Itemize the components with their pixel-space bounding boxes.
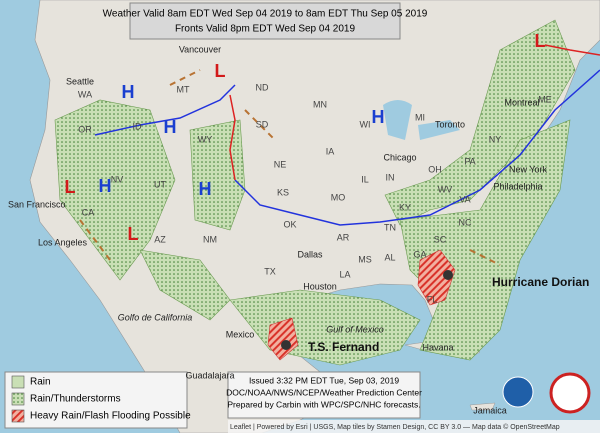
storm-label: Hurricane Dorian — [492, 275, 589, 289]
state-label: OH — [428, 164, 442, 174]
state-label: WY — [198, 134, 213, 144]
place-label: Vancouver — [179, 44, 221, 54]
storm-label: T.S. Fernand — [308, 340, 379, 354]
state-label: IL — [361, 174, 369, 184]
header-box — [129, 2, 401, 40]
legend-label: Rain/Thunderstorms — [30, 394, 121, 405]
place-label: Toronto — [435, 119, 465, 129]
place-label: Gulf of Mexico — [326, 324, 384, 334]
state-label: OK — [283, 219, 296, 229]
state-label: MI — [415, 112, 425, 122]
heavy-rain-area — [267, 317, 299, 361]
legend-label: Heavy Rain/Flash Flooding Possible — [30, 411, 191, 422]
issued-line: Prepared by Carbin with WPC/SPC/NHC fore… — [227, 399, 420, 409]
place-label: Golfo de California — [118, 312, 193, 322]
nws-logo — [549, 372, 591, 414]
state-label: AL — [384, 252, 395, 262]
state-label: PA — [464, 156, 475, 166]
issued-line: DOC/NOAA/NWS/NCEP/Weather Prediction Cen… — [226, 387, 422, 397]
cold-front — [94, 84, 236, 136]
hurricane-symbol — [281, 270, 453, 350]
noaa-logo — [502, 376, 534, 408]
header-line: Weather Valid 8am EDT Wed Sep 04 2019 to… — [103, 9, 428, 20]
place-label: Los Angeles — [38, 237, 88, 247]
state-label: ME — [538, 94, 552, 104]
state-label: LA — [339, 269, 350, 279]
state-label: SC — [434, 234, 447, 244]
state-label: NC — [459, 217, 472, 227]
attribution[interactable]: Leaflet | Powered by Esri | USGS, Map ti… — [230, 423, 560, 431]
state-label: MO — [331, 192, 346, 202]
high-pressure: H — [199, 179, 212, 199]
legend-box — [4, 371, 188, 429]
low-pressure: L — [535, 31, 546, 51]
great-lakes — [383, 100, 460, 140]
state-label: MT — [177, 84, 190, 94]
state-label: NV — [111, 174, 124, 184]
state-label: MS — [358, 254, 372, 264]
state-label: KS — [277, 187, 289, 197]
place-label: San Francisco — [8, 199, 66, 209]
legend-swatch — [11, 392, 25, 406]
state-label: MN — [313, 99, 327, 109]
legend-swatch — [11, 409, 25, 423]
state-label: KY — [399, 202, 411, 212]
place-label: Montreal — [504, 97, 539, 107]
state-label: GA — [413, 249, 426, 259]
place-label: Havana — [422, 342, 453, 352]
state-label: IA — [326, 146, 335, 156]
low-pressure: L — [215, 61, 226, 81]
state-label: NM — [203, 234, 217, 244]
state-label: TN — [384, 222, 396, 232]
header-line: Fronts Valid 8pm EDT Wed Sep 04 2019 — [175, 24, 356, 35]
state-label: VA — [459, 194, 470, 204]
warm-front — [229, 94, 236, 181]
high-pressure: H — [164, 117, 177, 137]
place-label: Seattle — [66, 76, 94, 86]
place-label: Dallas — [297, 249, 323, 259]
state-label: IN — [386, 172, 395, 182]
state-label: TX — [264, 266, 276, 276]
attribution-bar — [228, 420, 600, 433]
low-pressure: L — [65, 177, 76, 197]
state-label: SD — [256, 119, 269, 129]
cold-front — [234, 69, 600, 226]
state-label: ID — [133, 121, 143, 131]
state-label: WI — [360, 119, 371, 129]
state-label: AZ — [154, 234, 166, 244]
low-pressure: L — [128, 224, 139, 244]
issued-box — [227, 371, 421, 419]
state-label: FL — [427, 294, 438, 304]
state-label: WA — [78, 89, 92, 99]
place-label: Jamaica — [473, 405, 507, 415]
state-label: UT — [154, 179, 166, 189]
issued-line: Issued 3:32 PM EDT Tue, Sep 03, 2019 — [249, 375, 399, 385]
jamaica-land — [469, 402, 496, 411]
state-label: WV — [438, 184, 453, 194]
place-label: Houston — [303, 281, 337, 291]
high-pressure: H — [99, 176, 112, 196]
state-label: ND — [256, 82, 269, 92]
state-label: AR — [337, 232, 350, 242]
warm-front — [544, 44, 600, 56]
state-label: CA — [82, 207, 95, 217]
high-pressure: H — [372, 107, 385, 127]
place-label: New York — [509, 164, 548, 174]
troughs — [79, 69, 501, 266]
place-label: Guadalajara — [185, 370, 234, 380]
state-label: NE — [274, 159, 287, 169]
legend-swatch — [11, 375, 25, 389]
state-label: NY — [489, 134, 502, 144]
legend-label: Rain — [30, 377, 51, 388]
high-pressure: H — [122, 82, 135, 102]
heavy-rain-area — [417, 249, 456, 306]
place-label: Mexico — [226, 329, 255, 339]
state-label: OR — [78, 124, 92, 134]
place-label: Chicago — [383, 152, 416, 162]
place-label: Philadelphia — [493, 181, 542, 191]
